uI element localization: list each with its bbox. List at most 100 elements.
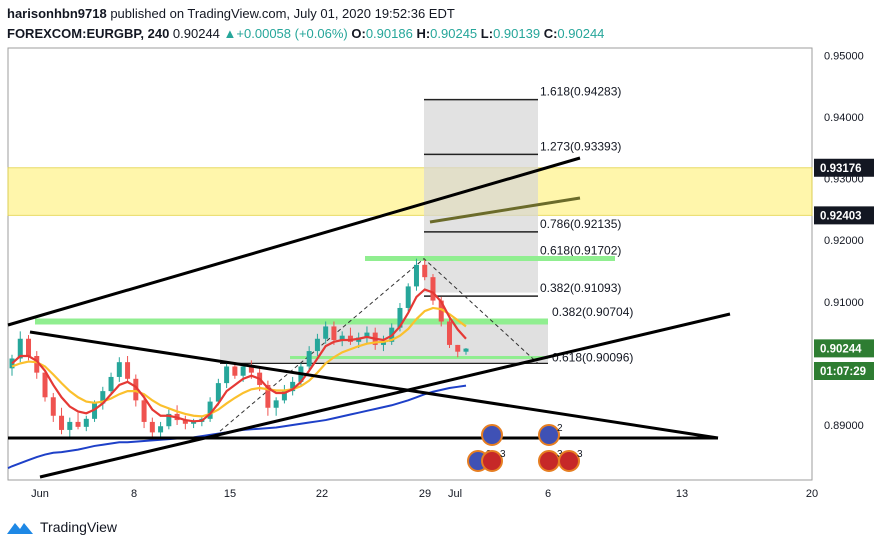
candle-body [92, 403, 98, 419]
candle-body [26, 338, 32, 357]
ema-yellow-line [11, 306, 467, 418]
last-price: 0.90244 [172, 26, 220, 41]
candle-body [158, 426, 164, 433]
time-axis-tick-label: 22 [316, 488, 328, 500]
ema-red-line [11, 288, 467, 423]
event-count-label: 3 [577, 449, 583, 460]
symbol-line: FOREXCOM:EURGBP, 240 0.90244 ▲+0.00058 (… [7, 24, 887, 44]
publish-line: harisonhbn9718 published on TradingView.… [7, 4, 887, 24]
time-axis-tick-label: Jun [31, 488, 49, 500]
fib-extension-label: 0.618(0.91702) [540, 244, 621, 258]
price-tag-box [814, 362, 874, 380]
uk-flag-icon [538, 450, 560, 472]
candle-body [75, 421, 81, 427]
candle-body [100, 391, 106, 404]
symbol-label: FOREXCOM:EURGBP, 240 [7, 26, 170, 41]
event-count-label: 3 [557, 449, 563, 460]
candle-body [232, 366, 238, 376]
candle-body [50, 397, 56, 416]
candle-body [380, 341, 386, 345]
candle-body [34, 356, 40, 373]
fib-retracement-label: 0.382(0.90704) [552, 305, 633, 319]
fib-extension-label: 1.273(0.93393) [540, 139, 621, 153]
high-label: H: [416, 26, 431, 41]
close-label: C: [543, 26, 558, 41]
candle-body [314, 338, 320, 352]
time-axis-tick-label: 29 [419, 488, 431, 500]
open-value: 0.90186 [365, 26, 413, 41]
fib-extension-label: 0.382(0.91093) [540, 281, 621, 295]
candle-body [273, 400, 279, 408]
time-axis-tick-label: Jul [448, 488, 462, 500]
candle-body [422, 264, 428, 278]
candle-body [413, 264, 419, 287]
close-value: 0.90244 [557, 26, 605, 41]
candle-body [59, 415, 65, 430]
price-tag-box [814, 339, 874, 358]
fib-retracement-label: 0.618(0.90096) [552, 350, 633, 364]
olive-trendline [429, 196, 581, 224]
footer: TradingView [6, 516, 117, 538]
abc-projection-dashed [219, 258, 539, 432]
high-value: 0.90245 [430, 26, 478, 41]
candle-body [67, 421, 73, 430]
publisher-name[interactable]: harisonhbn9718 [7, 6, 107, 21]
event-count-label: 3 [500, 449, 506, 460]
candle-body [397, 307, 403, 328]
candle-body [463, 348, 469, 352]
candle-body [191, 421, 197, 424]
candle-body [455, 344, 461, 352]
time-axis-tick-label: 6 [545, 488, 551, 500]
candle-body [108, 376, 114, 392]
price-axis-tick-label: 0.94000 [824, 112, 864, 124]
candle-body [248, 366, 254, 373]
time-axis-tick-label: 8 [131, 488, 137, 500]
eu-flag-icon [481, 424, 503, 446]
price-tag-box [814, 206, 874, 225]
price-tag-label: 0.93176 [820, 163, 862, 175]
uk-flag-icon [558, 450, 580, 472]
time-axis-tick-label: 13 [676, 488, 688, 500]
candle-body [339, 335, 345, 340]
candle-body [133, 378, 139, 401]
plot-frame [7, 47, 813, 481]
candle-body [347, 335, 353, 342]
descending-trendline [29, 330, 719, 440]
candle-body [141, 400, 147, 422]
chart-header: harisonhbn9718 published on TradingView.… [7, 4, 887, 44]
fib-extension-label: 1.618(0.94283) [540, 85, 621, 99]
fib-extension-box [424, 99, 538, 293]
candle-body [125, 362, 131, 379]
candle-body [83, 418, 89, 427]
event-count-label: 2 [557, 423, 563, 434]
candle-body [364, 332, 370, 338]
low-label: L: [480, 26, 494, 41]
candle-body [446, 321, 452, 345]
uk-flag-icon [481, 450, 503, 472]
upper-channel-line [7, 156, 581, 327]
candle-body [215, 383, 221, 402]
price-axis-tick-label: 0.95000 [824, 50, 864, 62]
candle-body [290, 381, 296, 392]
eu-flag-icon [538, 424, 560, 446]
candle-body [405, 286, 411, 308]
candle-body [149, 421, 155, 433]
candle-body [42, 372, 48, 398]
price-axis-tick-label: 0.89000 [824, 420, 864, 432]
price-tag-label: 01:07:29 [820, 366, 866, 378]
candle-body [438, 300, 444, 322]
fib-extension-label: 0.786(0.92135) [540, 217, 621, 231]
candle-body [331, 326, 337, 340]
open-label: O: [351, 26, 366, 41]
tradingview-logo-icon [7, 523, 33, 534]
lower-channel-line [39, 312, 731, 479]
candle-body [281, 391, 287, 401]
price-change: +0.00058 (+0.06%) [236, 26, 348, 41]
candle-body [116, 362, 122, 377]
up-triangle-icon: ▲ [223, 26, 237, 41]
price-axis-tick-label: 0.91000 [824, 297, 864, 309]
candle-body [306, 351, 312, 367]
price-axis-tick-label: 0.92000 [824, 235, 864, 247]
price-tag-box [814, 158, 874, 177]
